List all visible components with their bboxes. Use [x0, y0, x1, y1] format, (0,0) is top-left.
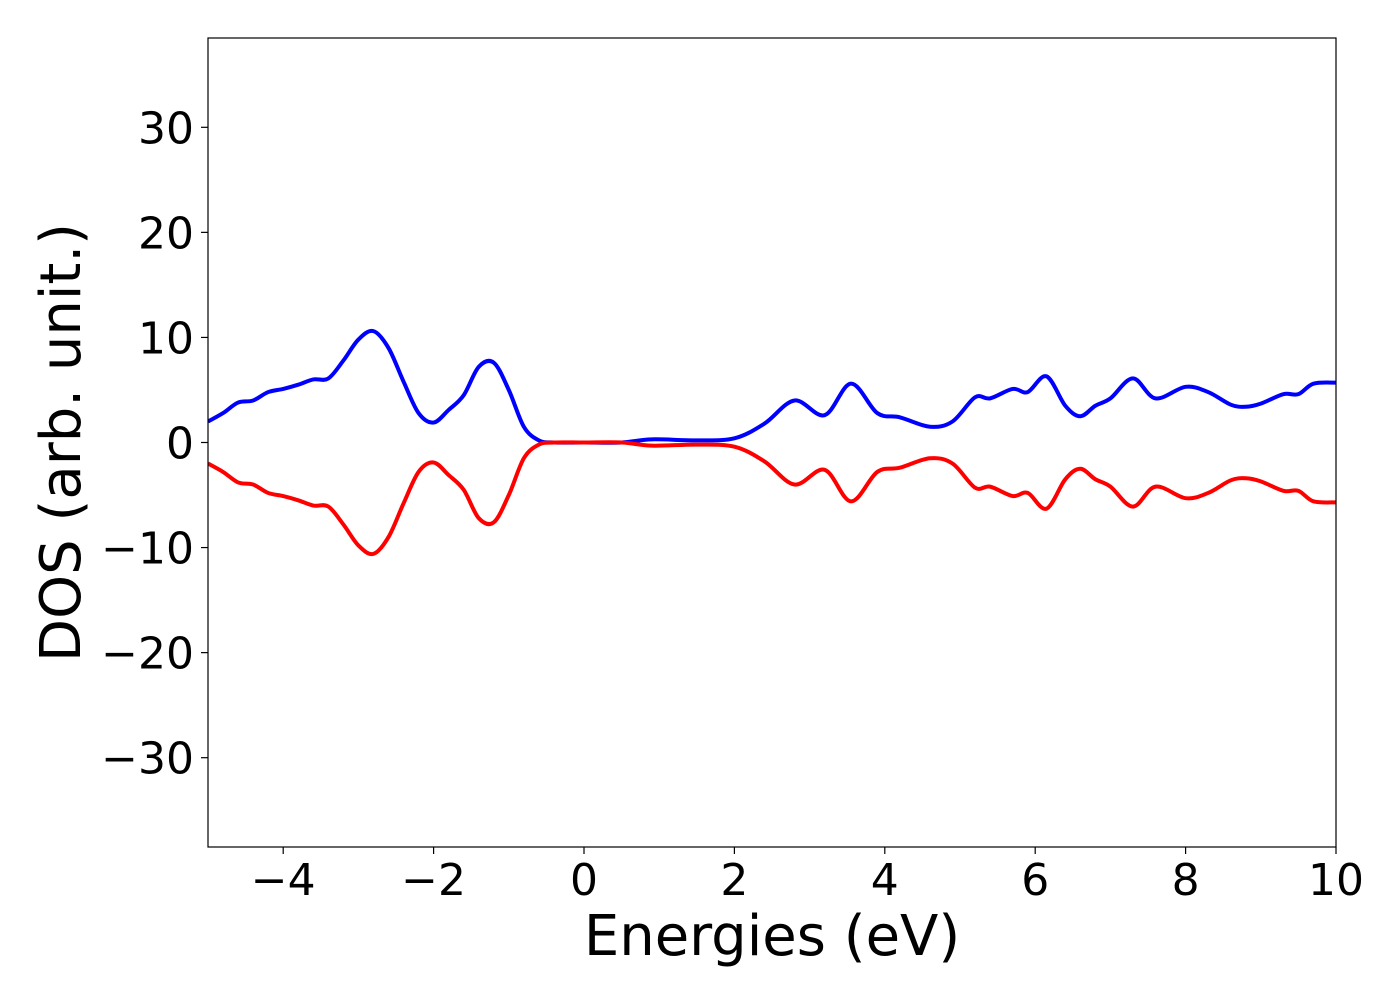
x-tick-label: 0 [570, 855, 598, 906]
x-tick-label: −4 [251, 855, 316, 906]
x-tick-label: −2 [401, 855, 466, 906]
y-tick-label: 10 [138, 313, 194, 364]
series-line-blue [208, 328, 1336, 445]
y-tick-label: −30 [101, 734, 194, 785]
series-line-red [208, 440, 1336, 557]
plot-frame [207, 37, 1337, 848]
y-tick-label: 0 [166, 419, 194, 470]
x-axis-ticks: −4 −2 0 2 4 6 8 10 [251, 847, 1364, 906]
series-layer [208, 328, 1336, 557]
y-tick-label: 20 [138, 208, 194, 259]
x-tick-label: 4 [871, 855, 899, 906]
x-tick-label: 6 [1021, 855, 1049, 906]
y-tick-label: −20 [101, 629, 194, 680]
x-tick-label: 2 [720, 855, 748, 906]
y-axis-ticks: −30 −20 −10 0 10 20 30 [101, 103, 208, 785]
x-tick-label: 8 [1172, 855, 1200, 906]
x-tick-label: 10 [1308, 855, 1364, 906]
y-axis-title: DOS (arb. unit.) [29, 223, 94, 662]
y-tick-label: 30 [138, 103, 194, 154]
x-axis-title: Energies (eV) [584, 904, 960, 969]
y-tick-label: −10 [101, 524, 194, 575]
